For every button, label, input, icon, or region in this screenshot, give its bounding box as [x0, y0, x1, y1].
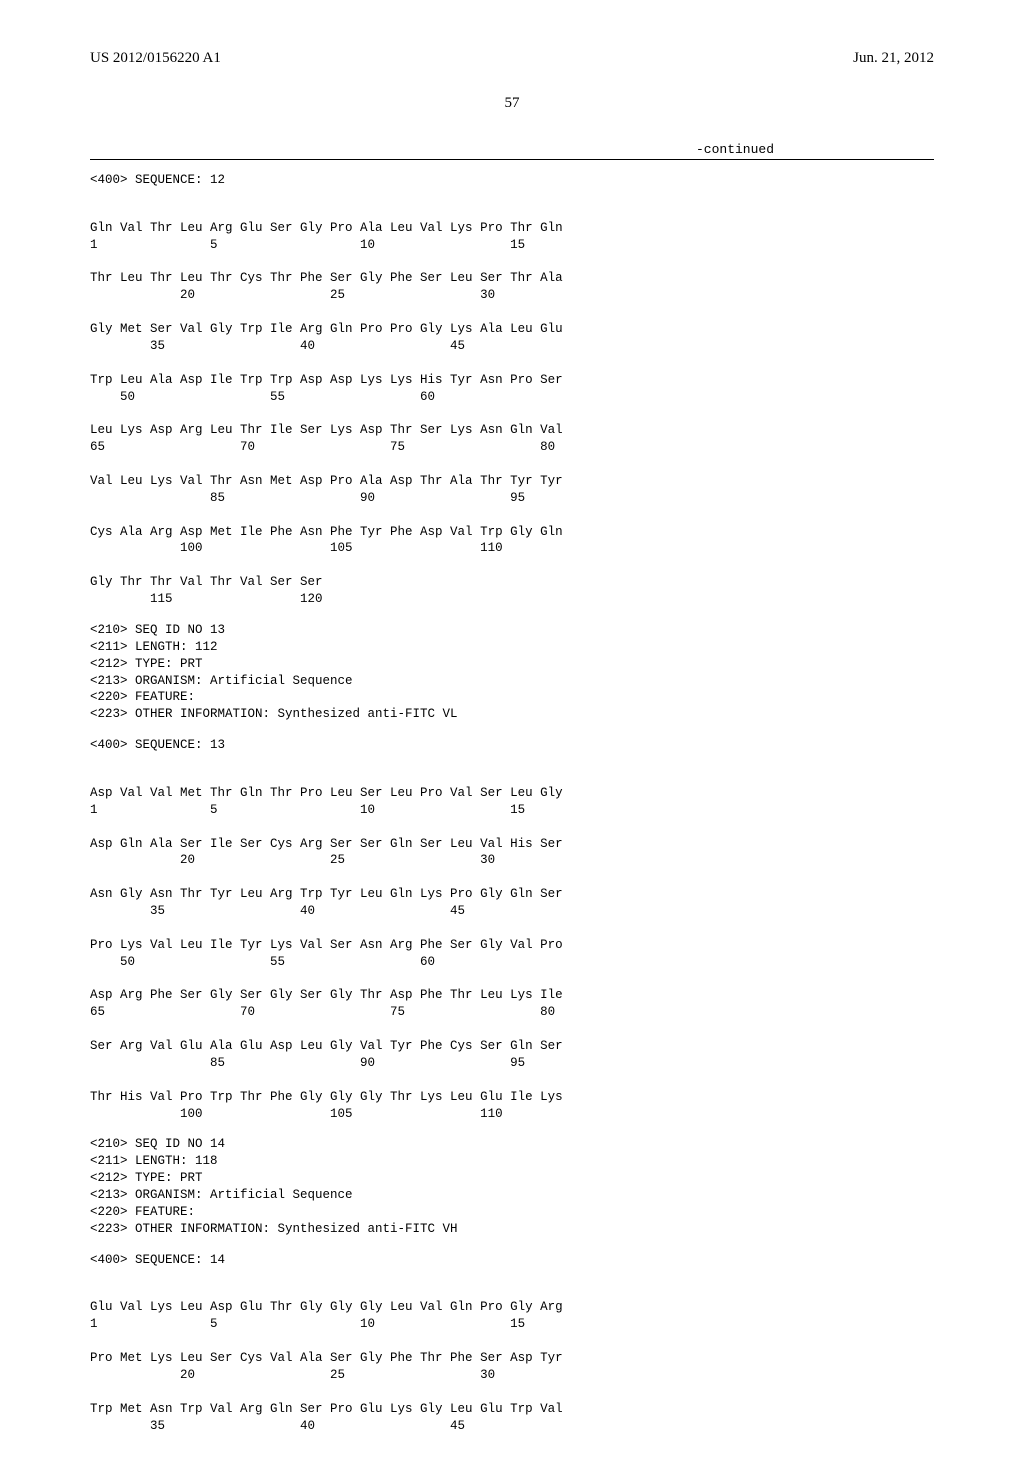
sequence-13-body: Asp Val Val Met Thr Gln Thr Pro Leu Ser …: [90, 768, 934, 1122]
seq-nums: 20 25 30: [90, 1368, 495, 1382]
seq-nums: 100 105 110: [90, 541, 503, 555]
continued-label: -continued: [90, 142, 934, 157]
sequence-14-header: <400> SEQUENCE: 14: [90, 1252, 934, 1269]
seq-row: Leu Lys Asp Arg Leu Thr Ile Ser Lys Asp …: [90, 423, 563, 437]
seq-row: Glu Val Lys Leu Asp Glu Thr Gly Gly Gly …: [90, 1300, 563, 1314]
seq-row: Asn Gly Asn Thr Tyr Leu Arg Trp Tyr Leu …: [90, 887, 563, 901]
seq-nums: 20 25 30: [90, 288, 495, 302]
sequence-12-header: <400> SEQUENCE: 12: [90, 172, 934, 189]
seq-row: Pro Lys Val Leu Ile Tyr Lys Val Ser Asn …: [90, 938, 563, 952]
seq-nums: 65 70 75 80: [90, 1005, 555, 1019]
seq-nums: 85 90 95: [90, 491, 525, 505]
sequence-12-body: Gln Val Thr Leu Arg Glu Ser Gly Pro Ala …: [90, 203, 934, 608]
sequence-13-header: <400> SEQUENCE: 13: [90, 737, 934, 754]
seq-row: Cys Ala Arg Asp Met Ile Phe Asn Phe Tyr …: [90, 525, 563, 539]
patent-number: US 2012/0156220 A1: [90, 50, 221, 67]
seq-nums: 100 105 110: [90, 1107, 503, 1121]
seq-nums: 35 40 45: [90, 339, 465, 353]
seq-row: Gln Val Thr Leu Arg Glu Ser Gly Pro Ala …: [90, 221, 563, 235]
seq-nums: 1 5 10 15: [90, 238, 525, 252]
seq-row: Asp Gln Ala Ser Ile Ser Cys Arg Ser Ser …: [90, 837, 563, 851]
seq-nums: 1 5 10 15: [90, 803, 525, 817]
seq-row: Asp Arg Phe Ser Gly Ser Gly Ser Gly Thr …: [90, 988, 563, 1002]
seq-nums: 35 40 45: [90, 1419, 465, 1433]
seq-nums: 65 70 75 80: [90, 440, 555, 454]
sequence-13-meta: <210> SEQ ID NO 13 <211> LENGTH: 112 <21…: [90, 622, 934, 723]
page-header: US 2012/0156220 A1 Jun. 21, 2012: [90, 50, 934, 67]
seq-nums: 85 90 95: [90, 1056, 525, 1070]
seq-nums: 50 55 60: [90, 955, 435, 969]
page-number: 57: [90, 95, 934, 112]
patent-page: US 2012/0156220 A1 Jun. 21, 2012 57 -con…: [0, 0, 1024, 1474]
seq-row: Ser Arg Val Glu Ala Glu Asp Leu Gly Val …: [90, 1039, 563, 1053]
seq-row: Trp Met Asn Trp Val Arg Gln Ser Pro Glu …: [90, 1402, 563, 1416]
sequence-14-meta: <210> SEQ ID NO 14 <211> LENGTH: 118 <21…: [90, 1136, 934, 1237]
seq-row: Gly Met Ser Val Gly Trp Ile Arg Gln Pro …: [90, 322, 563, 336]
seq-row: Pro Met Lys Leu Ser Cys Val Ala Ser Gly …: [90, 1351, 563, 1365]
seq-row: Trp Leu Ala Asp Ile Trp Trp Asp Asp Lys …: [90, 373, 563, 387]
seq-nums: 1 5 10 15: [90, 1317, 525, 1331]
seq-nums: 35 40 45: [90, 904, 465, 918]
seq-row: Asp Val Val Met Thr Gln Thr Pro Leu Ser …: [90, 786, 563, 800]
horizontal-rule: [90, 159, 934, 160]
seq-nums: 115 120: [90, 592, 323, 606]
seq-nums: 50 55 60: [90, 390, 435, 404]
seq-row: Thr Leu Thr Leu Thr Cys Thr Phe Ser Gly …: [90, 271, 563, 285]
seq-row: Thr His Val Pro Trp Thr Phe Gly Gly Gly …: [90, 1090, 563, 1104]
seq-row: Val Leu Lys Val Thr Asn Met Asp Pro Ala …: [90, 474, 563, 488]
seq-row: Gly Thr Thr Val Thr Val Ser Ser: [90, 575, 323, 589]
publication-date: Jun. 21, 2012: [853, 50, 934, 67]
sequence-14-body: Glu Val Lys Leu Asp Glu Thr Gly Gly Gly …: [90, 1283, 934, 1435]
seq-nums: 20 25 30: [90, 853, 495, 867]
